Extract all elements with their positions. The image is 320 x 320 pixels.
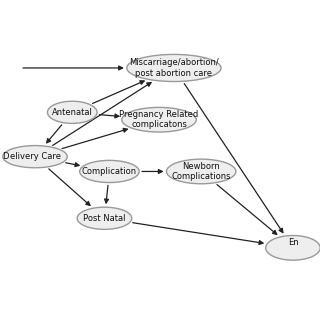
Text: Pregnancy Related
complicatons: Pregnancy Related complicatons: [119, 110, 199, 129]
Ellipse shape: [266, 236, 320, 260]
Ellipse shape: [77, 207, 132, 229]
Ellipse shape: [166, 159, 236, 184]
Text: D: D: [2, 152, 9, 161]
Ellipse shape: [80, 160, 139, 182]
Ellipse shape: [127, 54, 221, 82]
Text: Complication: Complication: [82, 167, 137, 176]
Text: Post Natal: Post Natal: [83, 214, 126, 223]
Text: Antenatal: Antenatal: [52, 108, 93, 117]
Text: elivery Care: elivery Care: [10, 152, 60, 161]
Ellipse shape: [47, 101, 97, 124]
Ellipse shape: [122, 108, 196, 132]
Text: Miscarriage/abortion/
post abortion care: Miscarriage/abortion/ post abortion care: [129, 58, 219, 78]
Text: En: En: [288, 238, 298, 258]
Text: Newborn
Complications: Newborn Complications: [172, 162, 231, 181]
Ellipse shape: [3, 146, 67, 168]
